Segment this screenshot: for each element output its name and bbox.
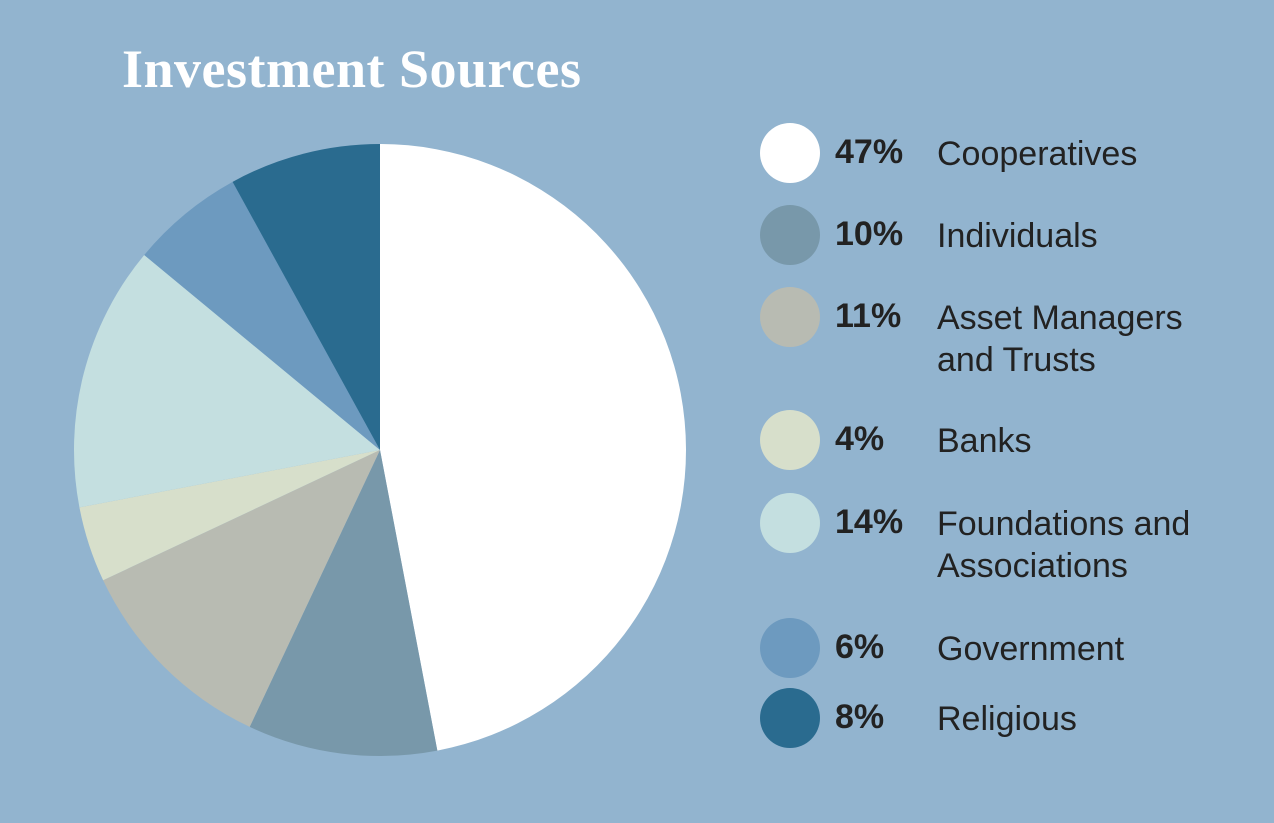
legend-percent: 47% [835,133,904,171]
pie-slice-religious [232,144,380,450]
legend-percent: 14% [835,503,904,541]
legend-label: Individuals [937,217,1098,255]
legend-percent: 11% [835,297,902,335]
legend-swatch [760,205,820,265]
pie-chart [74,144,687,756]
legend-percent: 8% [835,698,885,736]
legend-swatch [760,287,820,347]
pie-slice-banks [79,450,380,581]
legend-label: Foundations and Associations [937,505,1191,585]
legend-label: Government [937,630,1125,668]
legend-swatch [760,410,820,470]
legend-label: Banks [937,422,1032,460]
pie-slice-individuals [249,450,438,756]
legend-swatch [760,688,820,748]
legend-label: Religious [937,700,1077,738]
legend-label: Asset Managers and Trusts [937,299,1183,379]
chart-title: Investment Sources [122,39,582,99]
pie-slice-foundations-and-associations [74,254,381,508]
pie-slice-cooperatives [380,144,687,751]
legend-percent: 4% [835,420,885,458]
pie-slice-government [144,181,380,450]
pie-slice-asset-managers-and-trusts [103,450,380,727]
legend-swatch [760,493,820,553]
legend-swatch [760,123,820,183]
legend-swatch [760,618,820,678]
legend-percent: 10% [835,215,904,253]
legend-label: Cooperatives [937,135,1138,173]
legend-percent: 6% [835,628,885,666]
